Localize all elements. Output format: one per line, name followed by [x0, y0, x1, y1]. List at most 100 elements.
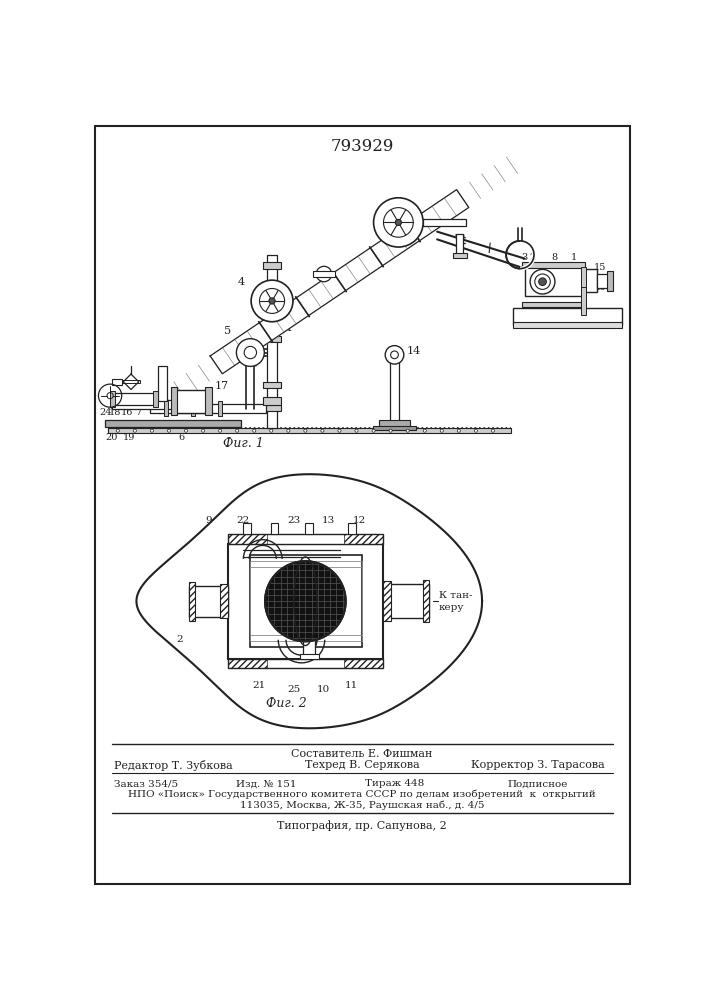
Text: 21: 21 — [252, 681, 266, 690]
Bar — [220, 584, 228, 618]
Bar — [228, 534, 267, 544]
Bar — [263, 397, 281, 405]
Bar — [191, 401, 195, 416]
Bar — [112, 393, 154, 405]
Bar — [105, 420, 241, 427]
Bar — [263, 405, 281, 411]
Circle shape — [185, 429, 187, 432]
Bar — [228, 659, 383, 668]
Text: 23: 23 — [287, 516, 300, 525]
Bar — [153, 391, 158, 407]
Text: Заказ 354/5: Заказ 354/5 — [115, 779, 179, 788]
Bar — [423, 219, 466, 226]
Circle shape — [395, 219, 402, 225]
Bar — [218, 401, 223, 416]
Circle shape — [372, 429, 375, 432]
Bar — [250, 555, 362, 647]
Text: 18: 18 — [110, 408, 122, 417]
Text: 9: 9 — [205, 516, 212, 525]
Bar — [263, 336, 281, 342]
Bar — [513, 308, 621, 325]
Text: 16: 16 — [121, 408, 134, 417]
Text: Редактор Т. Зубкова: Редактор Т. Зубкова — [115, 760, 233, 771]
Circle shape — [539, 278, 547, 286]
Bar — [344, 659, 383, 668]
Circle shape — [534, 274, 550, 289]
Text: 1: 1 — [286, 323, 293, 333]
Text: 113035, Москва, Ж-35, Раушская наб., д. 4/5: 113035, Москва, Ж-35, Раушская наб., д. … — [240, 801, 484, 810]
Circle shape — [235, 429, 239, 432]
Text: керу: керу — [438, 603, 464, 612]
Bar — [250, 567, 362, 635]
Circle shape — [316, 266, 332, 282]
Bar — [390, 359, 399, 428]
Bar — [112, 379, 122, 385]
Bar — [228, 544, 383, 659]
Circle shape — [373, 198, 423, 247]
Bar — [373, 426, 416, 430]
Bar — [189, 586, 228, 617]
Bar — [452, 253, 467, 258]
Text: 25: 25 — [287, 685, 300, 694]
Circle shape — [423, 429, 426, 432]
Bar — [456, 234, 464, 257]
Text: НПО «Поиск» Государственного комитета СССР по делам изобретений  к  открытий: НПО «Поиск» Государственного комитета СС… — [128, 790, 596, 799]
Circle shape — [457, 429, 460, 432]
Text: 14: 14 — [407, 346, 421, 356]
Circle shape — [134, 429, 136, 432]
Circle shape — [151, 429, 153, 432]
Bar — [163, 401, 168, 416]
Bar — [525, 265, 583, 296]
Bar — [112, 400, 174, 409]
Circle shape — [265, 561, 346, 641]
Bar — [300, 654, 319, 659]
Text: 22: 22 — [237, 516, 250, 525]
Bar — [122, 380, 140, 383]
Text: 8: 8 — [551, 253, 557, 262]
Text: 26: 26 — [594, 283, 606, 292]
Bar — [583, 269, 597, 292]
Text: 12: 12 — [353, 516, 366, 525]
Bar — [170, 387, 177, 415]
Circle shape — [321, 429, 324, 432]
Bar — [344, 534, 383, 544]
Bar — [522, 302, 585, 307]
Bar — [151, 404, 266, 413]
Text: Подписное: Подписное — [508, 779, 568, 788]
Circle shape — [355, 429, 358, 432]
Circle shape — [491, 429, 494, 432]
Text: 11: 11 — [345, 681, 358, 690]
Bar — [263, 262, 281, 269]
Circle shape — [201, 429, 204, 432]
Bar — [313, 271, 335, 277]
Text: 20: 20 — [105, 433, 118, 442]
Bar — [513, 322, 621, 328]
Bar — [379, 420, 410, 428]
Text: 5: 5 — [223, 326, 230, 336]
Bar — [263, 293, 281, 299]
Polygon shape — [210, 190, 469, 374]
Bar — [383, 584, 429, 618]
Text: 3: 3 — [522, 253, 528, 262]
Bar — [383, 581, 391, 621]
Bar — [263, 382, 281, 388]
Circle shape — [252, 429, 256, 432]
Circle shape — [236, 339, 264, 366]
Circle shape — [304, 429, 307, 432]
Bar — [110, 391, 115, 407]
Circle shape — [251, 280, 293, 322]
Bar — [189, 582, 195, 620]
Bar — [107, 428, 510, 433]
Bar — [303, 636, 315, 657]
Circle shape — [389, 429, 392, 432]
Bar — [267, 255, 277, 428]
Bar — [580, 267, 586, 295]
Text: Тираж 448: Тираж 448 — [365, 779, 424, 788]
Text: Изд. № 151: Изд. № 151 — [236, 779, 297, 788]
Text: Техред В. Серякова: Техред В. Серякова — [305, 760, 419, 770]
Text: 15: 15 — [594, 263, 606, 272]
Text: 2: 2 — [177, 635, 183, 644]
Circle shape — [474, 429, 477, 432]
Circle shape — [116, 429, 119, 432]
Text: Корректор З. Тарасова: Корректор З. Тарасова — [471, 760, 604, 770]
